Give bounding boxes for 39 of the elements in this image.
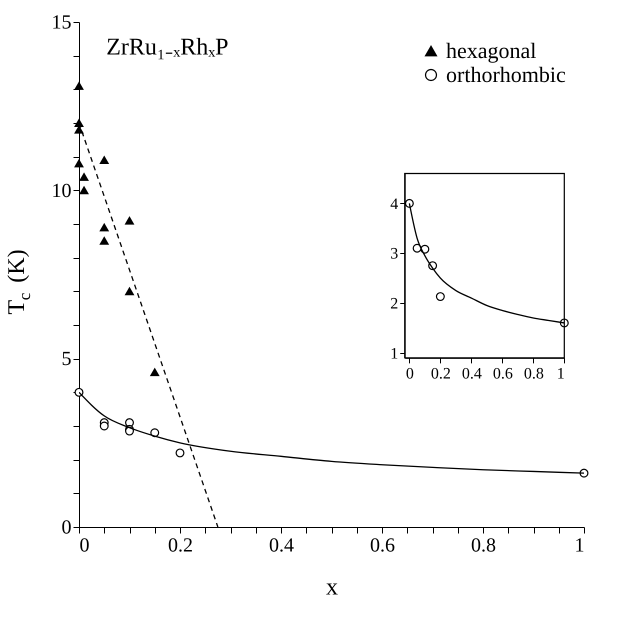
point <box>80 172 89 181</box>
x-tick-label: 0.8 <box>524 365 544 382</box>
y-tick-label: 0 <box>62 516 72 538</box>
x-tick-label: 0 <box>80 534 90 556</box>
y-axis-title: Tc (K) <box>4 249 34 314</box>
x-tick-label: 0 <box>406 365 414 382</box>
y-tick-label: 10 <box>52 180 72 202</box>
point <box>100 236 109 245</box>
x-tick-label: 0.2 <box>430 365 451 382</box>
point <box>74 159 84 168</box>
x-tick-label: 0.4 <box>462 365 482 382</box>
point <box>100 422 109 430</box>
point <box>436 292 445 302</box>
y-tick-label: 4 <box>390 196 398 213</box>
point <box>100 156 109 164</box>
x-tick-label: 0.4 <box>269 534 294 556</box>
y-tick-label: 1 <box>390 345 398 362</box>
legend-label: orthorhombic <box>446 62 566 87</box>
y-tick-label: 5 <box>62 348 72 370</box>
point <box>580 468 588 478</box>
annotation: ZrRu₁₋ₓRhₓP <box>106 34 229 60</box>
point <box>80 186 89 194</box>
point <box>125 287 134 296</box>
x-tick-label: 1 <box>556 365 565 382</box>
x-tick-label: 0.6 <box>492 365 513 382</box>
point <box>176 448 184 458</box>
point <box>150 368 160 376</box>
y-tick-label: 15 <box>52 12 72 34</box>
y-tick-label: 2 <box>390 296 398 313</box>
x-tick-label: 0.6 <box>370 534 395 556</box>
x-tick-label: 1 <box>574 534 584 556</box>
legend-label: hexagonal <box>446 38 536 63</box>
x-tick-label: 0.8 <box>471 534 496 556</box>
x-tick-label: 0.2 <box>168 534 193 556</box>
x-axis-title: x <box>326 574 338 600</box>
point <box>74 82 84 90</box>
y-tick-label: 3 <box>390 246 398 263</box>
point <box>125 216 134 225</box>
point <box>100 223 109 232</box>
